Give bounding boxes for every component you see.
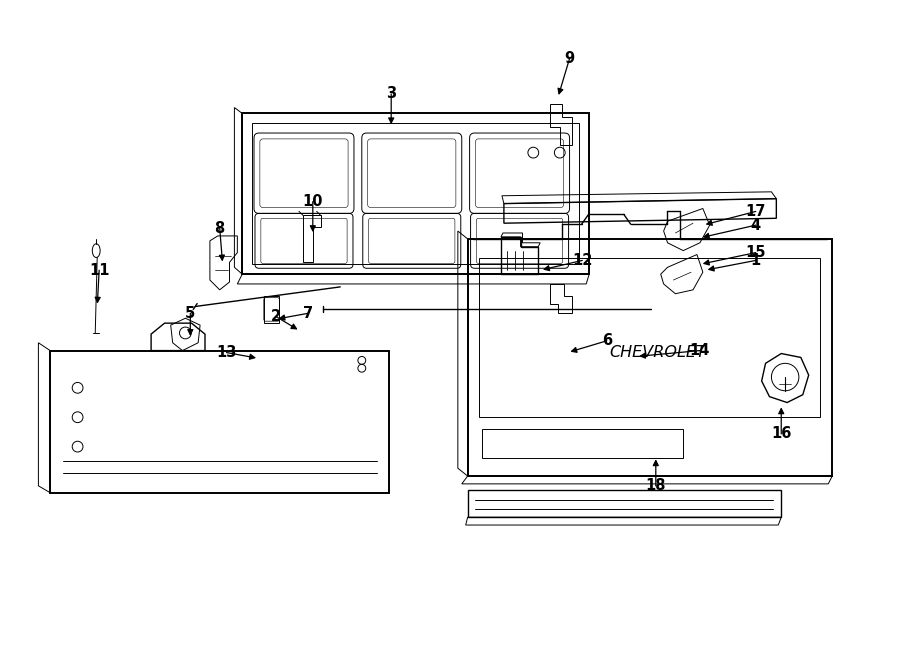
Text: 17: 17 (745, 204, 766, 219)
Text: 7: 7 (302, 306, 313, 321)
Text: 11: 11 (89, 262, 110, 278)
Text: 15: 15 (745, 245, 766, 260)
Text: 18: 18 (645, 479, 666, 493)
Text: CHEVROLET: CHEVROLET (608, 345, 706, 360)
Text: 10: 10 (302, 194, 323, 209)
Text: 5: 5 (185, 306, 195, 321)
Text: 9: 9 (564, 51, 574, 66)
Text: 4: 4 (751, 217, 760, 233)
Text: 8: 8 (214, 221, 225, 235)
Text: 2: 2 (271, 309, 281, 324)
Text: 14: 14 (689, 343, 710, 358)
Text: 1: 1 (751, 253, 760, 268)
Text: 12: 12 (572, 253, 592, 268)
Text: 16: 16 (771, 426, 791, 442)
Text: 6: 6 (602, 333, 612, 348)
Text: 3: 3 (386, 87, 396, 101)
Text: 13: 13 (216, 345, 237, 360)
